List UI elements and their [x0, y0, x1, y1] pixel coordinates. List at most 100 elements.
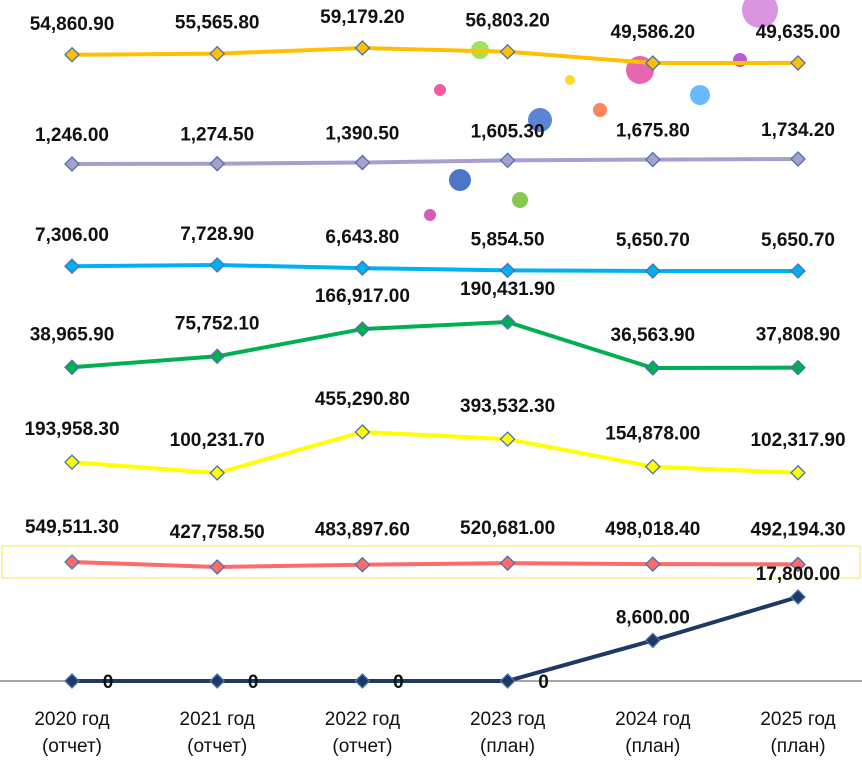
marker [499, 262, 516, 279]
data-label: 0 [103, 672, 114, 693]
marker [64, 554, 80, 570]
marker [790, 464, 806, 481]
data-label: 0 [248, 672, 259, 693]
x-tick-label: 2021 год (отчет) [180, 709, 255, 757]
marker [644, 458, 661, 475]
line [71, 560, 799, 569]
data-label: 520,681.00 [460, 518, 555, 539]
marker [790, 263, 806, 279]
marker [64, 258, 80, 275]
marker [499, 555, 516, 572]
line [71, 46, 799, 65]
marker [354, 673, 371, 689]
x-tick-label-line: (отчет) [332, 736, 392, 757]
x-tick-label-line: 2025 год [760, 709, 835, 730]
marker [209, 348, 226, 365]
data-label: 0 [393, 672, 404, 693]
marker [209, 673, 226, 689]
marker [644, 55, 661, 71]
data-label: 498,018.40 [605, 519, 700, 540]
data-label: 49,635.00 [756, 22, 841, 43]
data-label: 37,808.90 [756, 325, 841, 346]
line [71, 430, 799, 475]
x-tick-label-line: (отчет) [187, 736, 247, 757]
data-label: 7,728.90 [180, 224, 254, 245]
x-tick-label: 2020 год (отчет) [34, 709, 109, 757]
x-tick-label: 2025 год (план) [760, 709, 835, 757]
marker [64, 454, 80, 471]
data-label: 8,600.00 [616, 607, 690, 628]
line [71, 320, 799, 370]
data-label: 193,958.30 [24, 419, 119, 440]
marker [209, 257, 226, 273]
marker [354, 321, 371, 337]
x-tick-label-line: (отчет) [42, 736, 102, 757]
marker [499, 314, 516, 330]
marker [209, 465, 226, 481]
x-tick-label-line: 2023 год [470, 709, 545, 730]
marker [644, 632, 661, 649]
data-label: 54,860.90 [30, 14, 115, 35]
line [71, 157, 799, 166]
data-label: 1,274.50 [180, 125, 254, 146]
data-label: 56,803.20 [465, 11, 550, 32]
x-tick-label-line: 2024 год [615, 709, 690, 730]
marker [499, 152, 516, 169]
data-label: 1,605.30 [471, 121, 545, 142]
marker [790, 359, 806, 376]
marker [790, 556, 806, 573]
data-label: 427,758.50 [170, 522, 265, 543]
data-label: 549,511.30 [25, 517, 119, 538]
data-label: 166,917.00 [315, 286, 410, 307]
data-label: 0 [538, 672, 549, 693]
marker [354, 424, 371, 440]
data-label: 1,390.50 [325, 124, 399, 145]
data-label: 393,532.30 [460, 396, 555, 417]
data-label: 1,246.00 [35, 125, 109, 146]
data-label: 5,650.70 [616, 230, 690, 251]
data-label: 154,878.00 [605, 424, 700, 445]
x-tick-label-line: (план) [625, 736, 680, 757]
line [71, 263, 798, 273]
data-label: 5,854.50 [471, 229, 545, 250]
data-label: 59,179.20 [320, 7, 405, 28]
data-label: 190,431.90 [460, 279, 555, 300]
decoration [424, 0, 778, 221]
highlight-box [1, 545, 861, 579]
data-label: 5,650.70 [761, 230, 835, 251]
data-label: 1,734.20 [761, 120, 835, 141]
x-tick-label-line: (план) [480, 736, 535, 757]
marker [209, 45, 226, 62]
x-tick-label-line: 2020 год [34, 709, 109, 730]
marker [644, 151, 661, 168]
marker [499, 431, 516, 448]
line [72, 595, 799, 683]
x-tick-label: 2024 год (план) [615, 709, 690, 757]
data-label: 492,194.30 [750, 519, 845, 540]
marker [354, 154, 371, 171]
data-label: 36,563.90 [611, 325, 696, 346]
data-label: 49,586.20 [611, 22, 696, 43]
marker [209, 559, 226, 575]
x-tick-label: 2022 год (отчет) [325, 709, 400, 757]
x-tick-label-line: 2022 год [325, 709, 400, 730]
x-tick-label-line: 2021 год [180, 709, 255, 730]
marker [499, 43, 516, 60]
marker [644, 556, 661, 573]
marker [644, 360, 661, 376]
data-label: 6,643.80 [325, 227, 399, 248]
marker [64, 156, 80, 172]
data-label: 483,897.60 [315, 520, 410, 541]
x-tick-label-line: (план) [770, 736, 825, 757]
marker [499, 673, 516, 689]
marker [790, 589, 806, 605]
marker [64, 359, 80, 376]
marker [209, 155, 226, 172]
marker [644, 263, 661, 279]
data-label: 1,675.80 [616, 121, 690, 142]
marker [354, 260, 371, 277]
x-tick-label: 2023 год (план) [470, 709, 545, 757]
data-label: 38,965.90 [30, 324, 115, 345]
data-label: 102,317.90 [750, 430, 845, 451]
